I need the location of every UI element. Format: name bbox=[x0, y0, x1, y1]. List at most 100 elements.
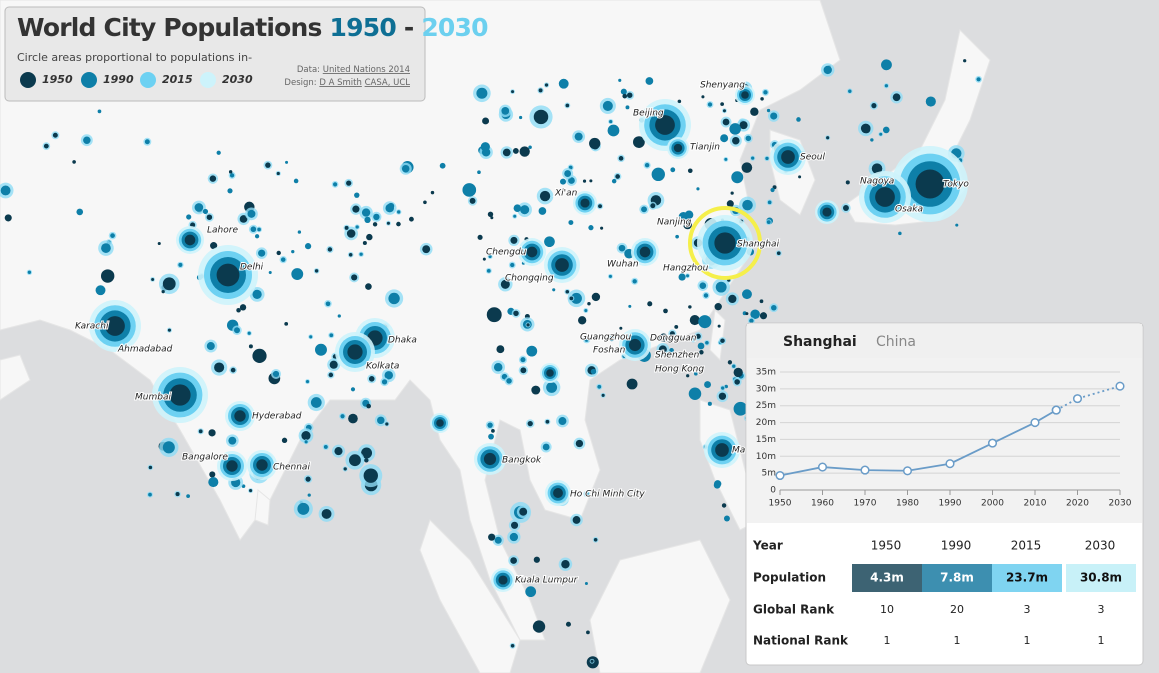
city-dot bbox=[281, 437, 288, 444]
city-dot bbox=[477, 234, 483, 240]
city-dot bbox=[373, 213, 380, 221]
city-dot bbox=[618, 78, 622, 82]
city-dot bbox=[476, 87, 488, 99]
city-dot bbox=[500, 279, 510, 289]
data-point bbox=[902, 466, 913, 476]
city-dot bbox=[727, 360, 733, 365]
city-dot bbox=[745, 312, 749, 316]
data-point bbox=[945, 459, 955, 469]
city-dot bbox=[724, 384, 728, 389]
city-dot bbox=[691, 338, 695, 342]
city-label: Tianjin bbox=[690, 143, 720, 153]
city-1950 bbox=[105, 316, 125, 336]
city-dot bbox=[328, 372, 334, 378]
city-dot bbox=[525, 586, 537, 598]
credit-link[interactable]: CASA, UCL bbox=[365, 78, 411, 88]
city-dot bbox=[327, 247, 333, 252]
city-dot bbox=[611, 178, 617, 184]
city-dot bbox=[314, 269, 319, 273]
city-dot bbox=[892, 93, 901, 102]
city-label: Foshan bbox=[593, 346, 626, 356]
city-1950 bbox=[483, 452, 497, 466]
city-dot bbox=[289, 415, 294, 420]
credit-link[interactable]: D A Smith bbox=[319, 78, 362, 88]
city-dot bbox=[206, 342, 215, 351]
city-dot bbox=[512, 147, 519, 154]
city-dot bbox=[95, 285, 106, 296]
city-dot bbox=[763, 90, 768, 95]
city-dot bbox=[826, 136, 830, 140]
city-dot bbox=[488, 533, 496, 541]
credit-link[interactable]: United Nations 2014 bbox=[323, 65, 410, 75]
city-dot bbox=[714, 303, 722, 311]
city-dot bbox=[247, 331, 251, 335]
city-dot bbox=[346, 229, 356, 238]
city-dot bbox=[538, 207, 547, 215]
legend-label: 1950 bbox=[42, 73, 73, 86]
legend-swatch bbox=[20, 72, 36, 88]
city-dot bbox=[619, 326, 623, 330]
city-dot bbox=[720, 102, 724, 106]
city-dot bbox=[43, 143, 49, 149]
city-dot bbox=[734, 379, 740, 385]
city-dot bbox=[561, 560, 570, 569]
city-1950 bbox=[256, 459, 268, 471]
city-dot bbox=[490, 216, 494, 220]
city-dot bbox=[683, 220, 692, 230]
city-dot bbox=[688, 354, 693, 359]
city-dot bbox=[510, 643, 515, 648]
city-dot bbox=[641, 206, 647, 213]
city-dot bbox=[633, 136, 645, 148]
city-dot bbox=[723, 515, 730, 522]
city-1950 bbox=[781, 150, 795, 164]
city-dot bbox=[396, 221, 401, 227]
city-dot bbox=[733, 401, 748, 416]
city-dot bbox=[545, 419, 550, 424]
legend-label: 2030 bbox=[222, 73, 253, 86]
city-dot bbox=[750, 309, 760, 320]
y-tick-label: 20m bbox=[756, 418, 776, 428]
table-row-label: National Rank bbox=[753, 634, 849, 648]
city-dot bbox=[422, 245, 431, 254]
city-dot bbox=[439, 162, 446, 169]
city-dot bbox=[689, 315, 700, 326]
city-label: Nanjing bbox=[657, 218, 692, 228]
city-dot bbox=[558, 78, 569, 89]
city-dot bbox=[186, 214, 192, 220]
city-dot bbox=[798, 175, 802, 179]
city-dot bbox=[355, 225, 359, 229]
city-dot bbox=[679, 337, 683, 341]
city-dot bbox=[366, 403, 371, 409]
city-dot bbox=[823, 65, 832, 75]
city-dot bbox=[722, 109, 726, 113]
city-dot bbox=[346, 180, 352, 186]
city-dot bbox=[101, 243, 111, 253]
city-dot bbox=[239, 304, 247, 311]
city-dot bbox=[194, 203, 204, 212]
info-panel: Shanghai China 0 5m 10m 15m 20m 25m 30m 35m 1950… bbox=[745, 322, 1144, 666]
city-dot bbox=[315, 343, 327, 356]
city-dot bbox=[569, 296, 574, 301]
city-dot bbox=[487, 422, 493, 428]
x-tick-label: 1970 bbox=[854, 499, 877, 509]
city-label: Dongguan bbox=[650, 334, 697, 344]
city-dot bbox=[284, 321, 289, 326]
legend-label: 1990 bbox=[103, 73, 134, 86]
city-dot bbox=[674, 324, 679, 329]
city-dot bbox=[607, 124, 620, 137]
city-dot bbox=[575, 439, 584, 448]
city-dot bbox=[568, 177, 575, 184]
credit-design: Design: D A Smith CASA, UCL bbox=[284, 78, 410, 88]
city-dot bbox=[695, 333, 701, 339]
city-dot bbox=[323, 444, 328, 449]
city-1950 bbox=[714, 232, 736, 254]
city-dot bbox=[770, 112, 778, 120]
table-cell: 30.8m bbox=[1080, 571, 1122, 585]
city-dot bbox=[765, 156, 769, 161]
city-dot bbox=[584, 337, 589, 342]
legend-label: 2015 bbox=[162, 73, 193, 86]
city-dot bbox=[598, 204, 603, 209]
city-dot bbox=[167, 328, 172, 332]
city-dot bbox=[519, 507, 528, 516]
city-dot bbox=[280, 257, 286, 262]
